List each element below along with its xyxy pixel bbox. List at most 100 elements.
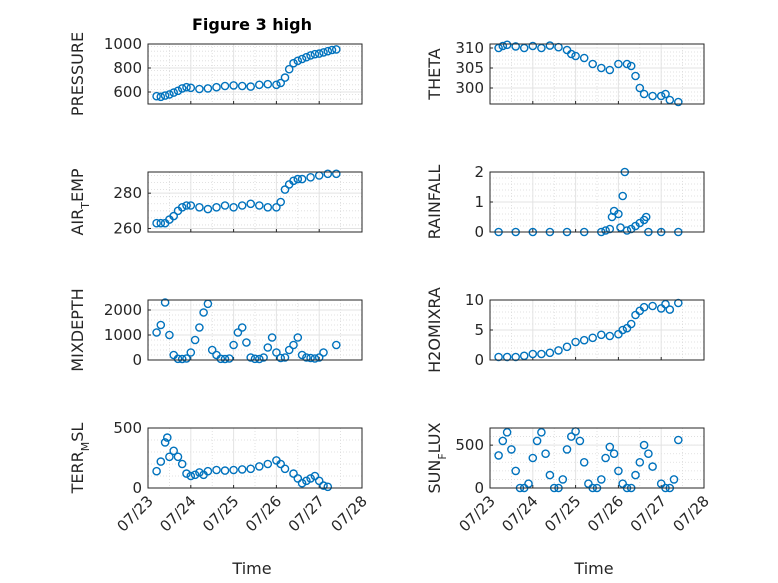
data-point — [246, 353, 255, 362]
data-point — [511, 466, 521, 476]
data-point — [289, 58, 298, 68]
data-point — [272, 80, 281, 90]
axes-box — [147, 427, 363, 489]
data-point — [182, 469, 191, 478]
data-point — [511, 42, 521, 51]
y-tick-label: 0 — [132, 479, 142, 497]
data-point — [165, 452, 174, 462]
data-point — [498, 436, 508, 446]
data-point — [597, 330, 606, 340]
data-point — [618, 325, 628, 335]
data-point — [190, 335, 200, 345]
y-tick-label: 2000 — [104, 301, 142, 319]
data-point — [156, 92, 166, 102]
x-axis-label-left: Time — [231, 559, 271, 578]
data-point — [310, 471, 320, 481]
data-point — [216, 354, 226, 364]
data-point — [537, 427, 546, 437]
data-point — [233, 328, 243, 337]
data-point — [562, 342, 572, 352]
y-tick-label: 1 — [474, 193, 484, 211]
data-point — [177, 202, 187, 212]
data-point — [169, 446, 178, 456]
y-tick-label: 280 — [113, 184, 142, 202]
data-point — [165, 90, 174, 99]
data-point — [229, 465, 238, 475]
y-axis-label: PRESSURE — [68, 32, 87, 116]
data-point — [297, 350, 307, 360]
data-point — [242, 338, 251, 347]
data-point — [220, 466, 230, 475]
data-point — [601, 226, 610, 235]
x-tick-label: 07/27 — [627, 492, 670, 535]
data-point — [203, 466, 213, 476]
x-tick-label: 07/24 — [156, 492, 199, 535]
data-point — [614, 209, 623, 219]
data-point — [579, 457, 589, 467]
data-point — [302, 52, 311, 62]
data-point — [609, 449, 619, 459]
data-point — [644, 449, 653, 459]
data-point — [280, 464, 290, 474]
data-point — [220, 81, 230, 91]
data-point — [195, 202, 204, 212]
data-point — [284, 64, 294, 74]
data-point — [661, 299, 670, 309]
y-axis-label: MIXDEPTH — [68, 288, 87, 371]
data-point — [635, 83, 645, 93]
data-point — [160, 298, 170, 307]
data-point — [656, 91, 666, 101]
axes-box — [489, 171, 705, 233]
data-point — [293, 333, 303, 342]
data-point — [614, 59, 623, 69]
y-axis-label: RAINFALL — [425, 165, 444, 240]
data-point — [289, 176, 298, 186]
x-tick-label: 07/25 — [199, 492, 242, 535]
data-point — [203, 204, 213, 214]
data-point — [173, 452, 183, 462]
y-tick-label: 1000 — [104, 35, 142, 53]
data-point — [306, 474, 315, 483]
data-point — [327, 45, 337, 55]
data-point — [639, 440, 649, 450]
y-tick-label: 10 — [465, 291, 484, 309]
y-axis-label: SUNFLUX — [425, 422, 449, 493]
data-point — [254, 462, 264, 471]
data-point — [173, 86, 183, 96]
data-point — [160, 438, 170, 447]
data-point — [554, 346, 563, 355]
data-point — [280, 353, 290, 362]
data-point — [229, 202, 238, 212]
y-tick-label: 305 — [455, 59, 484, 77]
data-point — [267, 333, 277, 342]
data-point — [669, 475, 679, 484]
data-point — [186, 348, 196, 357]
y-tick-label: 500 — [455, 436, 484, 454]
data-point — [169, 211, 178, 221]
data-point — [524, 479, 533, 489]
y-axis-label: TERRMSL — [68, 423, 92, 495]
data-point — [220, 201, 230, 210]
data-point — [297, 478, 307, 488]
data-point — [502, 427, 512, 437]
data-point — [545, 348, 555, 358]
data-point — [293, 474, 303, 483]
data-point — [195, 84, 204, 94]
data-point — [541, 449, 550, 459]
data-point — [156, 457, 166, 466]
data-point — [190, 470, 200, 480]
data-point — [276, 459, 286, 469]
data-point — [237, 323, 247, 332]
data-point — [254, 80, 264, 90]
x-tick-label: 07/24 — [498, 492, 541, 535]
data-point — [618, 479, 628, 489]
data-point — [246, 464, 255, 474]
data-point — [263, 79, 273, 89]
data-point — [302, 476, 311, 486]
data-point — [641, 212, 651, 222]
y-tick-label: 0 — [474, 223, 484, 241]
data-point — [314, 353, 324, 362]
data-point — [579, 53, 589, 63]
data-point — [182, 201, 191, 210]
